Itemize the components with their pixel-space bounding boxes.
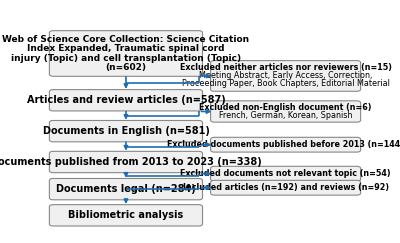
Text: Excluded documents published before 2013 (n=144): Excluded documents published before 2013… [167, 140, 400, 149]
Text: Documents in English (n=581): Documents in English (n=581) [42, 126, 209, 136]
Text: Included articles (n=192) and reviews (n=92): Included articles (n=192) and reviews (n… [182, 183, 389, 192]
FancyBboxPatch shape [49, 121, 202, 142]
Text: Proceeding Paper, Book Chapters, Editorial Material: Proceeding Paper, Book Chapters, Editori… [182, 79, 390, 88]
FancyBboxPatch shape [49, 178, 202, 200]
Text: injury (Topic) and cell transplantation (Topic): injury (Topic) and cell transplantation … [11, 54, 241, 63]
Text: Bibliometric analysis: Bibliometric analysis [68, 210, 184, 220]
FancyBboxPatch shape [49, 31, 202, 76]
Text: Meeting Abstract, Early Access, Correction,: Meeting Abstract, Early Access, Correcti… [199, 71, 372, 80]
Text: Documents legal (n=284): Documents legal (n=284) [56, 184, 196, 194]
Text: Web of Science Core Collection: Science Citation: Web of Science Core Collection: Science … [2, 35, 250, 44]
Text: Index Expanded, Traumatic spinal cord: Index Expanded, Traumatic spinal cord [27, 44, 225, 53]
FancyBboxPatch shape [210, 101, 361, 122]
FancyBboxPatch shape [210, 166, 361, 181]
Text: (n=602): (n=602) [106, 63, 146, 72]
FancyBboxPatch shape [49, 90, 202, 111]
Text: French, German, Korean, Spanish: French, German, Korean, Spanish [219, 111, 352, 120]
Text: Documents published from 2013 to 2023 (n=338): Documents published from 2013 to 2023 (n… [0, 157, 262, 167]
Text: Excluded documents not relevant topic (n=54): Excluded documents not relevant topic (n… [180, 169, 391, 178]
Text: Articles and review articles (n=587): Articles and review articles (n=587) [26, 95, 225, 105]
Text: Excluded non-English document (n=6): Excluded non-English document (n=6) [199, 103, 372, 112]
Text: Excluded neither articles nor reviewers (n=15): Excluded neither articles nor reviewers … [180, 63, 392, 72]
FancyBboxPatch shape [210, 137, 361, 152]
FancyBboxPatch shape [49, 151, 202, 173]
FancyBboxPatch shape [210, 180, 361, 195]
FancyBboxPatch shape [49, 205, 202, 226]
FancyBboxPatch shape [210, 61, 361, 91]
